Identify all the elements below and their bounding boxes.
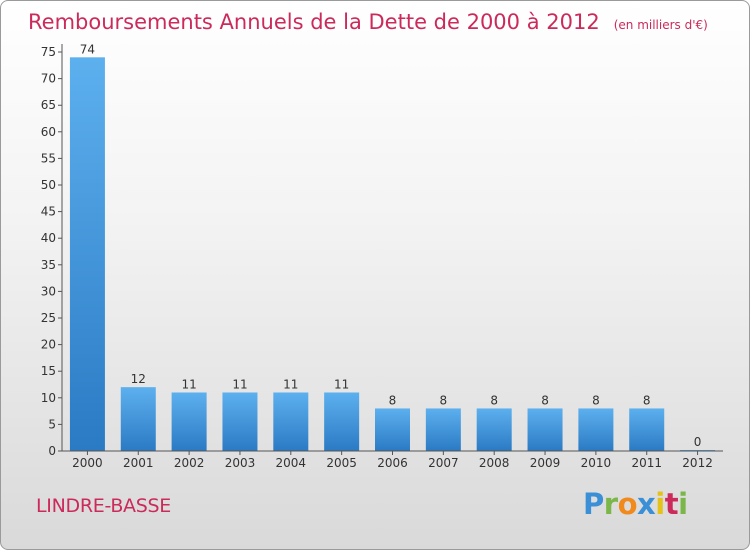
y-tick-label: 65 (41, 98, 56, 112)
y-tick-label: 0 (48, 444, 56, 458)
value-label-2003: 11 (232, 377, 247, 391)
y-tick-label: 35 (41, 258, 56, 272)
y-tick-label: 60 (41, 125, 56, 139)
logo-letter: P (583, 487, 604, 521)
x-tick-label-2004: 2004 (276, 456, 307, 470)
logo-letter: t (664, 487, 679, 521)
y-axis-ticks: 0 5 10 15 20 25 30 35 40 45 50 55 60 65 70 75 (41, 45, 62, 458)
x-tick-label-2007: 2007 (428, 456, 459, 470)
x-tick-label-2006: 2006 (377, 456, 408, 470)
y-tick-label: 5 (48, 417, 56, 431)
x-tick-label-2002: 2002 (174, 456, 205, 470)
value-label-2002: 11 (181, 377, 196, 391)
chart-title-unit: (en milliers d'€) (614, 18, 708, 32)
bar-2009 (527, 408, 563, 451)
value-label-2005: 11 (334, 377, 349, 391)
y-tick-label: 55 (41, 151, 56, 165)
bar-2000 (69, 57, 105, 451)
y-tick-label: 25 (41, 311, 56, 325)
value-label-2007: 8 (440, 393, 448, 407)
x-axis-ticks: 2000 2001 2002 2003 2004 2005 2006 2007 2008 2009… (72, 451, 713, 470)
x-tick-label-2001: 2001 (123, 456, 154, 470)
bar-2005 (324, 392, 360, 451)
x-tick-label-2008: 2008 (479, 456, 510, 470)
value-label-2006: 8 (389, 393, 397, 407)
value-label-2008: 8 (490, 393, 498, 407)
value-label-2001: 12 (131, 372, 146, 386)
bar-2002 (171, 392, 207, 451)
bar-2004 (273, 392, 309, 451)
x-tick-label-2009: 2009 (530, 456, 561, 470)
bar-2001 (120, 387, 156, 451)
logo-letter: i (678, 487, 688, 521)
value-label-2009: 8 (541, 393, 549, 407)
proxiti-logo: Proxiti (583, 487, 688, 521)
bar-2006 (375, 408, 410, 451)
y-tick-label: 45 (41, 205, 56, 219)
y-tick-label: 15 (41, 364, 56, 378)
x-tick-label-2003: 2003 (225, 456, 256, 470)
bar-2003 (222, 392, 258, 451)
value-label-2004: 11 (283, 377, 298, 391)
value-label-2010: 8 (592, 393, 600, 407)
x-tick-label-2011: 2011 (631, 456, 662, 470)
bars (69, 57, 716, 451)
chart-title-main: Remboursements Annuels de la Dette de 20… (28, 10, 600, 34)
bar-2008 (476, 408, 512, 451)
x-tick-label-2000: 2000 (72, 456, 103, 470)
bar-2011 (629, 408, 665, 451)
bar-2007 (425, 408, 461, 451)
logo-letter: i (655, 487, 665, 521)
logo-letter: o (617, 487, 638, 521)
y-tick-label: 30 (41, 284, 56, 298)
y-tick-label: 10 (41, 391, 56, 405)
y-tick-label: 20 (41, 338, 56, 352)
y-tick-label: 75 (41, 45, 56, 59)
x-tick-label-2010: 2010 (581, 456, 612, 470)
chart-title: Remboursements Annuels de la Dette de 20… (28, 10, 708, 34)
y-tick-label: 50 (41, 178, 56, 192)
value-label-2011: 8 (643, 393, 651, 407)
x-tick-label-2012: 2012 (682, 456, 713, 470)
bar-2010 (578, 408, 614, 451)
logo-letter: x (637, 487, 656, 521)
logo-letter: r (603, 487, 618, 521)
value-label-2000: 74 (80, 42, 95, 56)
commune-name: LINDRE-BASSE (36, 495, 171, 517)
value-labels: 74 12 11 11 11 11 8 8 8 8 8 8 0 (80, 42, 702, 449)
value-label-2012: 0 (694, 435, 702, 449)
y-tick-label: 70 (41, 72, 56, 86)
x-tick-label-2005: 2005 (326, 456, 357, 470)
y-tick-label: 40 (41, 231, 56, 245)
